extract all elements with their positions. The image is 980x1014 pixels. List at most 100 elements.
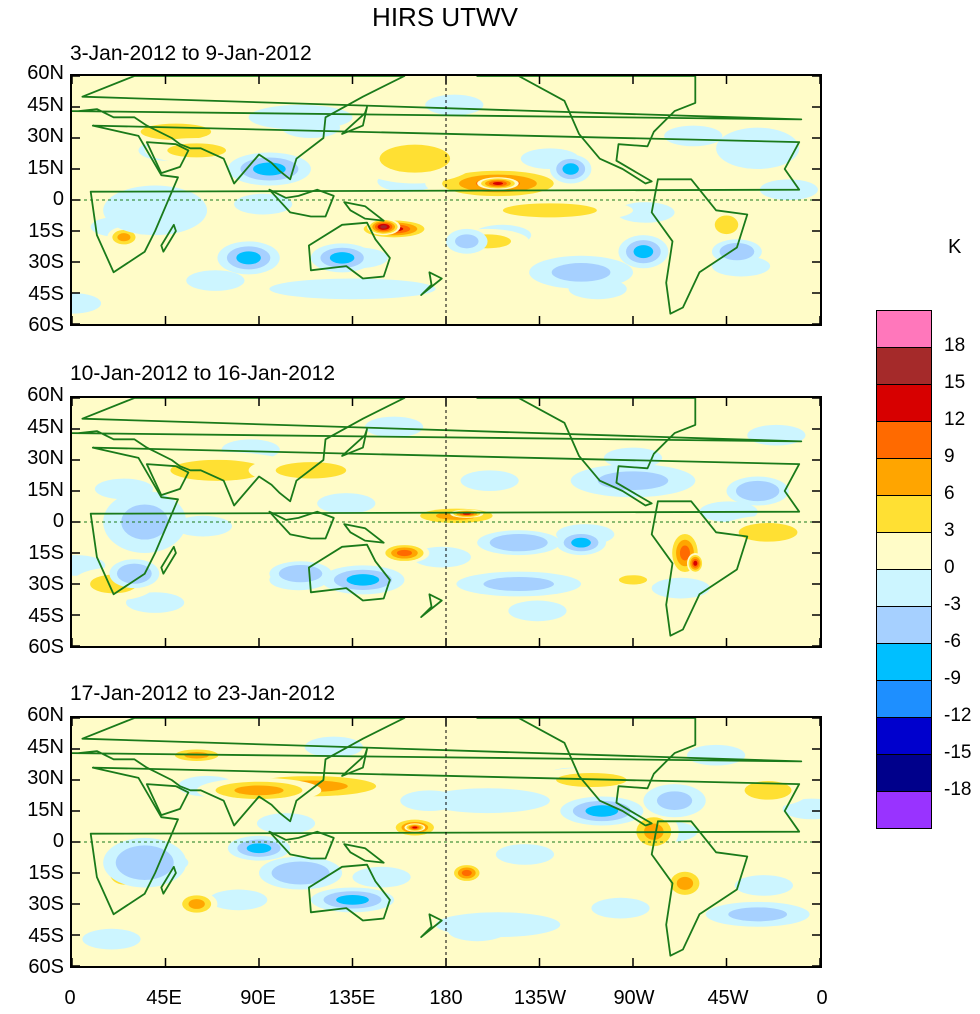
colorbar-swatch — [876, 421, 932, 458]
lon-label: 90W — [613, 987, 655, 1009]
lat-label: 0 — [52, 830, 64, 852]
colorbar-label: 12 — [944, 409, 966, 430]
coastline — [341, 748, 368, 777]
lat-label: 30S — [28, 893, 64, 915]
anomaly-patch — [460, 470, 519, 491]
positive-anomaly — [502, 203, 597, 218]
negative-anomaly — [284, 866, 317, 880]
lat-label: 45N — [27, 93, 64, 116]
negative-anomaly — [269, 278, 436, 300]
coastline — [343, 843, 385, 864]
anomaly-patch — [747, 424, 806, 446]
map-panel-3 — [70, 716, 822, 968]
negative-anomaly — [562, 163, 579, 175]
positive-anomaly — [676, 876, 694, 890]
positive-anomaly — [396, 549, 412, 557]
lat-label: 60S — [28, 636, 64, 658]
colorbar-swatch — [876, 680, 932, 717]
anomaly-patch — [616, 202, 675, 223]
negative-anomaly — [346, 574, 380, 586]
anomaly-patch — [82, 928, 141, 950]
coastline — [268, 510, 335, 540]
negative-anomaly — [246, 843, 272, 854]
lon-label: 135E — [328, 987, 376, 1009]
panel-3-label: 17-Jan-2012 to 23-Jan-2012 — [70, 682, 336, 705]
colorbar-swatch — [876, 643, 932, 680]
positive-anomaly — [693, 560, 698, 566]
anomaly-patch — [72, 293, 102, 314]
lat-label: 60N — [27, 62, 64, 84]
negative-anomaly — [329, 252, 355, 264]
positive-anomaly — [117, 233, 131, 242]
lat-label: 60N — [27, 384, 64, 406]
coastline — [72, 398, 803, 507]
coastline — [72, 76, 803, 185]
negative-anomaly — [585, 805, 619, 817]
negative-anomaly — [253, 162, 286, 176]
lat-label: 0 — [52, 510, 64, 532]
colorbar-label: 6 — [944, 483, 955, 504]
lat-label: 15S — [28, 861, 64, 884]
anomaly-patch — [186, 270, 245, 291]
anomaly-patch — [173, 515, 232, 537]
colorbar-swatch — [876, 606, 932, 643]
anomaly-patch — [687, 744, 746, 766]
coastline — [72, 718, 803, 827]
panel-2-label: 10-Jan-2012 to 16-Jan-2012 — [70, 362, 336, 385]
colorbar-unit: K — [948, 236, 962, 258]
coastline — [268, 188, 335, 218]
lat-label: 60S — [28, 956, 64, 978]
anomaly-patch — [425, 94, 484, 116]
coastline — [341, 106, 368, 135]
lat-label: 30N — [27, 125, 64, 147]
negative-anomaly — [633, 245, 654, 259]
lat-label: 30N — [27, 767, 64, 789]
coastline — [145, 141, 190, 174]
negative-anomaly — [452, 793, 523, 808]
negative-anomaly — [455, 234, 479, 249]
colorbar-swatch — [876, 384, 932, 421]
colorbar-label: -9 — [944, 668, 961, 689]
colorbar-swatch — [876, 310, 932, 347]
lat-label: 60S — [28, 314, 64, 336]
anomaly-patch — [591, 897, 650, 919]
colorbar-swatch — [876, 458, 932, 495]
negative-anomaly — [124, 567, 145, 580]
lat-label: 30S — [28, 573, 64, 595]
positive-anomaly — [234, 785, 284, 796]
lat-label: 0 — [52, 188, 64, 210]
anomaly-patch — [352, 866, 411, 888]
lon-label: 0 — [64, 987, 76, 1009]
lon-label: 135W — [513, 987, 567, 1009]
anomaly-patch — [317, 493, 376, 514]
positive-anomaly — [380, 225, 388, 229]
coastline — [420, 593, 443, 619]
coastline — [307, 221, 391, 280]
coastline — [89, 124, 801, 274]
map-panel-1 — [70, 74, 822, 326]
colorbar-label: 18 — [944, 335, 966, 356]
panel-1-label: 3-Jan-2012 to 9-Jan-2012 — [70, 42, 312, 65]
colorbar-swatch — [876, 347, 932, 384]
lon-label: 45E — [146, 987, 182, 1009]
colorbar-label: -15 — [944, 742, 972, 763]
colorbar-swatch — [876, 791, 932, 829]
negative-anomaly — [336, 894, 369, 905]
positive-anomaly — [714, 215, 739, 235]
anomaly-patch — [364, 416, 424, 438]
coastline — [160, 865, 177, 895]
coastline — [476, 718, 697, 827]
coastline — [650, 820, 749, 957]
coastline — [650, 500, 749, 637]
coastline — [268, 830, 335, 860]
lat-label: 30N — [27, 447, 64, 469]
negative-anomaly — [551, 262, 611, 282]
positive-anomaly — [412, 826, 418, 829]
coastline — [420, 913, 443, 939]
lat-label: 30S — [28, 251, 64, 273]
coastline — [89, 766, 801, 916]
colorbar-swatch — [876, 495, 932, 532]
negative-anomaly — [288, 568, 313, 579]
coastline — [420, 271, 443, 297]
colorbar-swatch — [876, 532, 932, 569]
